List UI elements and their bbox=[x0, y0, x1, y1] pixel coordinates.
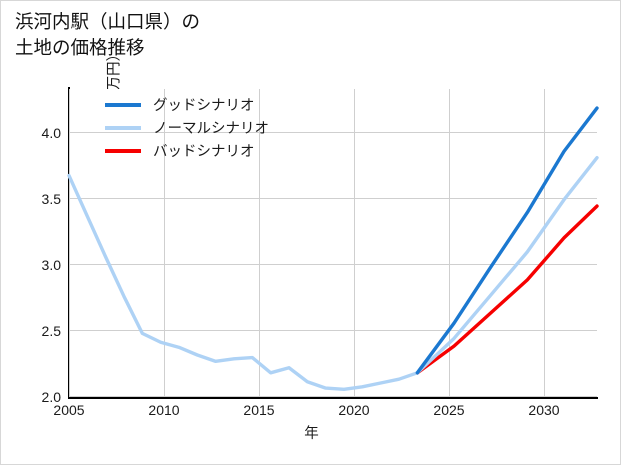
y-tick-label-4: 4.0 bbox=[41, 125, 61, 141]
chart-legend: グッドシナリオ ノーマルシナリオ バッドシナリオ bbox=[105, 93, 269, 162]
gridline-x-2005 bbox=[69, 89, 70, 397]
legend-label-bad: バッドシナリオ bbox=[153, 144, 255, 160]
series-lines bbox=[67, 106, 599, 392]
series-line bbox=[415, 106, 599, 375]
x-tick-label-2010: 2010 bbox=[148, 402, 180, 418]
series-line bbox=[415, 204, 599, 375]
y-tick-label-2: 3.0 bbox=[41, 257, 61, 273]
page-title: 浜河内駅（山口県）の 土地の価格推移 bbox=[15, 11, 201, 58]
y-tick-label-1: 2.5 bbox=[41, 323, 61, 339]
x-tick-label-2030: 2030 bbox=[528, 402, 560, 418]
x-axis-line bbox=[68, 397, 598, 399]
plot-background bbox=[69, 89, 597, 397]
gridline-x-2020 bbox=[354, 89, 355, 397]
legend-swatch-bad bbox=[105, 148, 141, 153]
legend-item-bad: バッドシナリオ bbox=[105, 139, 269, 162]
legend-label-normal: ノーマルシナリオ bbox=[153, 121, 269, 137]
legend-swatch-good bbox=[105, 102, 141, 107]
y-tick-label-0: 2.0 bbox=[41, 389, 61, 405]
gridline-y-3.5 bbox=[69, 198, 597, 199]
gridline-x-2010 bbox=[164, 89, 165, 397]
x-axis-label: 年 bbox=[304, 426, 319, 442]
series-line bbox=[67, 156, 599, 392]
gridline-y-4.0 bbox=[69, 132, 597, 133]
legend-swatch-normal bbox=[105, 125, 141, 130]
plot-area bbox=[67, 89, 599, 397]
legend-item-normal: ノーマルシナリオ bbox=[105, 116, 269, 139]
gridline-x-2015 bbox=[259, 89, 260, 397]
gridline-y-3.0 bbox=[69, 264, 597, 265]
x-tick-label-2015: 2015 bbox=[243, 402, 275, 418]
gridline-y-2.0 bbox=[69, 396, 597, 397]
gridline-x-2025 bbox=[449, 89, 450, 397]
gridline-x-2030 bbox=[544, 89, 545, 397]
legend-item-good: グッドシナリオ bbox=[105, 93, 269, 116]
x-tick-label-2020: 2020 bbox=[338, 402, 370, 418]
x-tick-label-2005: 2005 bbox=[53, 402, 85, 418]
x-tick-label-2025: 2025 bbox=[433, 402, 465, 418]
gridline-y-2.5 bbox=[69, 330, 597, 331]
legend-label-good: グッドシナリオ bbox=[153, 98, 255, 114]
y-tick-label-3: 3.5 bbox=[41, 191, 61, 207]
